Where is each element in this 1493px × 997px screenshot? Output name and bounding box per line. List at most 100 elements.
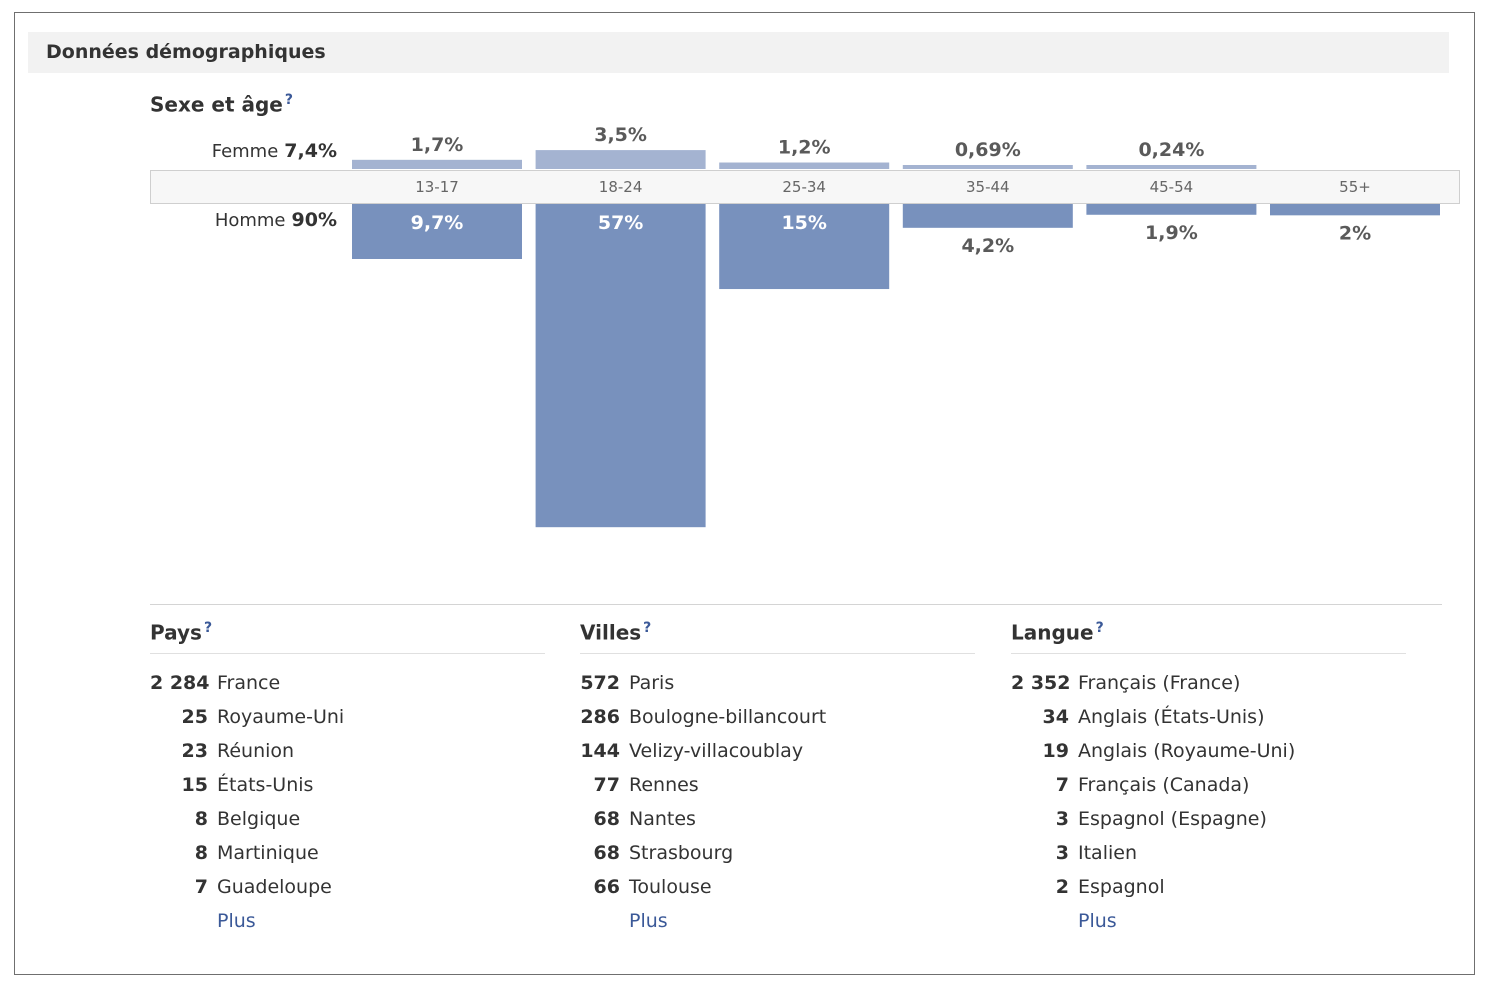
help-icon[interactable]: ? — [284, 92, 293, 108]
female-value-label: 3,5% — [594, 124, 647, 146]
countries-column: Pays? 2 284 France 25 Royaume-Uni 23 Réunion 1… — [150, 620, 545, 938]
languages-column: Langue? 2 352 Français (France) 34 Anglais … — [1011, 620, 1406, 938]
list-item-count: 8 — [194, 841, 208, 864]
list-item-count: 286 — [580, 705, 620, 728]
list-item: 8 Belgique — [150, 802, 545, 836]
list-item: 77 Rennes — [580, 768, 975, 802]
list-item-label: France — [217, 671, 281, 694]
languages-title-text: Langue — [1011, 620, 1094, 645]
more-link[interactable]: Plus — [217, 909, 256, 932]
list-item: 2 Espagnol — [1011, 870, 1406, 904]
male-label: Homme — [214, 210, 286, 231]
languages-title: Langue? — [1011, 620, 1406, 654]
list-item-label: Velizy-villacoublay — [629, 739, 804, 762]
male-total-label: Homme 90% — [215, 209, 337, 231]
female-value-label: 1,2% — [778, 137, 831, 159]
female-bar — [902, 165, 1073, 169]
cities-title: Villes? — [580, 620, 975, 654]
list-item: 66 Toulouse — [580, 870, 975, 904]
list-item: 68 Strasbourg — [580, 836, 975, 870]
list-item-count: 77 — [593, 773, 620, 796]
list-item-count: 7 — [194, 875, 208, 898]
female-total-label: Femme 7,4% — [212, 140, 337, 162]
list-item-label: Strasbourg — [629, 841, 734, 864]
list-item-label: Anglais (Royaume-Uni) — [1078, 739, 1296, 762]
age-tick-label: 18-24 — [599, 178, 643, 196]
help-icon[interactable]: ? — [1095, 620, 1104, 636]
list-item-count: 19 — [1042, 739, 1069, 762]
list-item-label: Rennes — [629, 773, 699, 796]
male-value-label: 1,9% — [1145, 222, 1198, 244]
age-axis-strip — [150, 170, 1460, 204]
countries-title-text: Pays — [150, 620, 202, 645]
age-tick-label: 25-34 — [782, 178, 826, 196]
female-bar — [719, 162, 890, 169]
list-item-count: 572 — [580, 671, 620, 694]
list-item-count: 7 — [1055, 773, 1069, 796]
more-link[interactable]: Plus — [629, 909, 668, 932]
list-item-label: Espagnol (Espagne) — [1078, 807, 1267, 830]
languages-list: 2 352 Français (France) 34 Anglais (États-U… — [1011, 666, 1406, 938]
list-item-label: Nantes — [629, 807, 696, 830]
male-bar — [1270, 204, 1440, 216]
countries-list: 2 284 France 25 Royaume-Uni 23 Réunion 15 États… — [150, 666, 545, 938]
female-value-label: 0,69% — [955, 139, 1021, 161]
list-item: 2 352 Français (France) — [1011, 666, 1406, 700]
list-item: 144 Velizy-villacoublay — [580, 734, 975, 768]
list-item-label: Paris — [629, 671, 675, 694]
help-icon[interactable]: ? — [643, 620, 652, 636]
list-item: 572 Paris — [580, 666, 975, 700]
list-item: 15 États-Unis — [150, 768, 545, 802]
list-item-label: Royaume-Uni — [217, 705, 345, 728]
help-icon[interactable]: ? — [203, 620, 213, 636]
list-item: 23 Réunion — [150, 734, 545, 768]
list-item: 2 284 France — [150, 666, 545, 700]
list-item-count: 23 — [181, 739, 208, 762]
list-item: 8 Martinique — [150, 836, 545, 870]
list-item-count: 2 — [1055, 875, 1069, 898]
list-item-label: Français (Canada) — [1078, 773, 1250, 796]
list-item-count: 3 — [1055, 841, 1069, 864]
list-item-count: 25 — [181, 705, 208, 728]
male-value-label: 2% — [1339, 222, 1371, 244]
list-item-count: 8 — [194, 807, 208, 830]
list-item-count: 2 284 — [150, 671, 210, 694]
list-item: 25 Royaume-Uni — [150, 700, 545, 734]
list-item-count: 34 — [1042, 705, 1069, 728]
list-item: 3 Espagnol (Espagne) — [1011, 802, 1406, 836]
more-row: Plus — [1011, 904, 1406, 938]
cities-column: Villes? 572 Paris 286 Boulogne-billancourt 1… — [580, 620, 975, 938]
list-item-count: 144 — [580, 739, 620, 762]
section-title-text: Sexe et âge — [150, 92, 283, 117]
list-item-label: Guadeloupe — [217, 875, 332, 898]
list-item-label: Anglais (États-Unis) — [1078, 705, 1265, 728]
gender-age-chart: 13-17 1,7% 9,7% 18-24 3,5% 57% 25-34 1,2% 15% 35-… — [352, 124, 1440, 528]
male-bar — [352, 204, 522, 259]
male-value-label: 57% — [598, 212, 643, 234]
age-tick-label: 45-54 — [1150, 178, 1194, 196]
list-item-label: Réunion — [217, 739, 295, 762]
male-value-label: 9,7% — [411, 212, 464, 234]
female-value-label: 1,7% — [411, 134, 464, 156]
age-tick-label: 55+ — [1339, 178, 1371, 196]
list-item-label: Martinique — [217, 841, 319, 864]
male-value-label: 15% — [781, 212, 826, 234]
female-bar — [1086, 165, 1257, 169]
male-bar — [1086, 204, 1257, 215]
list-item-count: 66 — [593, 875, 620, 898]
countries-title: Pays? — [150, 620, 545, 654]
list-item: 7 Guadeloupe — [150, 870, 545, 904]
list-item-label: Italien — [1078, 841, 1137, 864]
list-item: 7 Français (Canada) — [1011, 768, 1406, 802]
age-tick-label: 13-17 — [415, 178, 459, 196]
female-bar — [535, 150, 706, 169]
list-item-label: Espagnol — [1078, 875, 1165, 898]
more-link[interactable]: Plus — [1078, 909, 1117, 932]
list-item-label: Boulogne-billancourt — [629, 705, 827, 728]
list-item-count: 68 — [593, 807, 620, 830]
age-tick-label: 35-44 — [966, 178, 1010, 196]
male-bar — [719, 204, 890, 290]
section-divider — [150, 604, 1442, 605]
list-item: 68 Nantes — [580, 802, 975, 836]
list-item-count: 15 — [181, 773, 208, 796]
